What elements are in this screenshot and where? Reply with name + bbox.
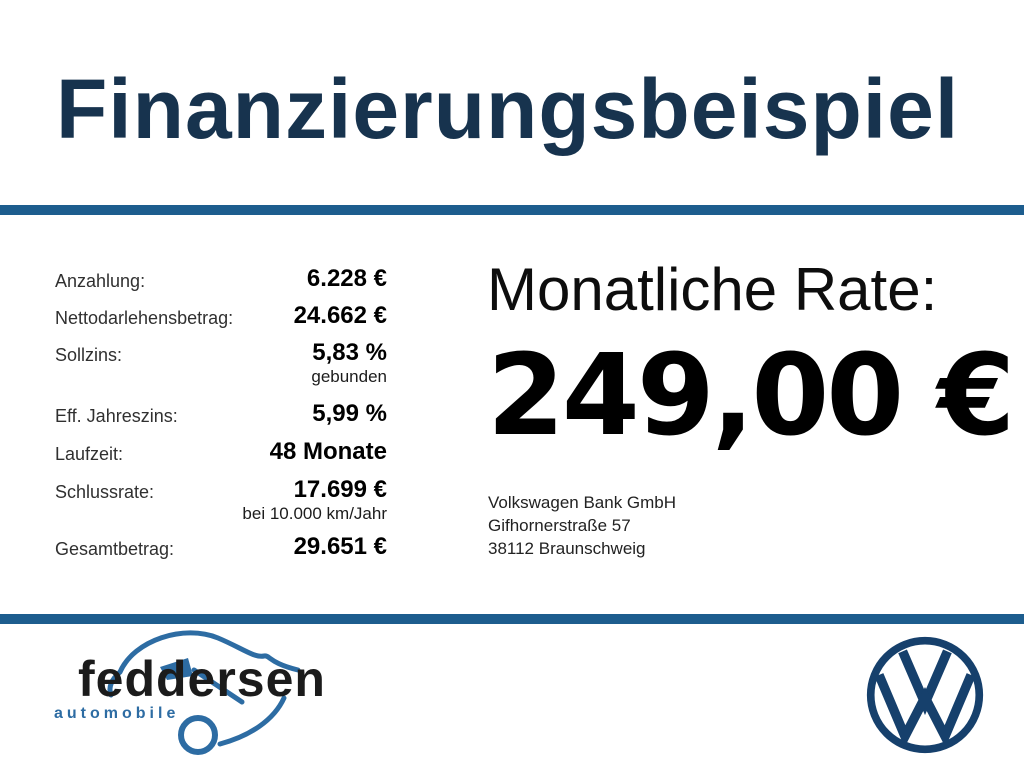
row-label: Schlussrate: [55,482,155,502]
finance-row-nettodarlehensbetrag: Nettodarlehensbetrag: 24.662 € [55,303,387,329]
bank-address-line-1: Volkswagen Bank GmbH [488,493,677,512]
finance-row-gesamtbetrag: Gesamtbetrag: 29.651 € [55,534,387,560]
finance-row-laufzeit: Laufzeit: 48 Monate [55,439,387,465]
dealer-subtitle: automobile [54,705,180,722]
finance-row-anzahlung: Anzahlung: 6.228 € [55,266,387,292]
vw-logo-icon [866,636,984,754]
row-note: bei 10.000 km/Jahr [242,504,387,523]
row-note: gebunden [311,367,387,386]
row-value: 24.662 € [293,302,387,329]
dealer-logo: feddersen automobile [42,622,372,764]
monthly-rate-amount: 249,00 € [487,331,1015,461]
dealer-name: feddersen [78,651,326,707]
bank-address-line-3: 38112 Braunschweig [488,539,646,558]
monthly-rate-heading: Monatliche Rate: [487,256,938,323]
header-divider [0,205,1024,215]
car-sketch-icon [107,630,301,755]
row-value: 48 Monate [269,438,387,465]
row-label: Laufzeit: [55,444,124,464]
row-value: 17.699 € [293,476,387,503]
row-label: Sollzins: [55,345,123,365]
row-label: Nettodarlehensbetrag: [55,308,234,328]
finance-row-sollzins: Sollzins: 5,83 % gebunden [55,340,387,387]
footer-divider [0,614,1024,624]
page-title: Finanzierungsbeispiel [56,62,960,156]
row-value: 29.651 € [293,533,387,560]
row-value: 5,83 % [312,339,387,366]
row-value: 6.228 € [306,265,387,292]
row-label: Gesamtbetrag: [55,539,175,559]
bank-address: Volkswagen Bank GmbH Gifhornerstraße 57 … [488,491,676,560]
row-label: Anzahlung: [55,271,146,291]
finance-row-schlussrate: Schlussrate: 17.699 € bei 10.000 km/Jahr [55,477,387,524]
row-label: Eff. Jahreszins: [55,406,178,426]
finance-row-eff-jahreszins: Eff. Jahreszins: 5,99 % [55,401,387,427]
row-value: 5,99 % [312,400,387,427]
bank-address-line-2: Gifhornerstraße 57 [488,516,631,535]
